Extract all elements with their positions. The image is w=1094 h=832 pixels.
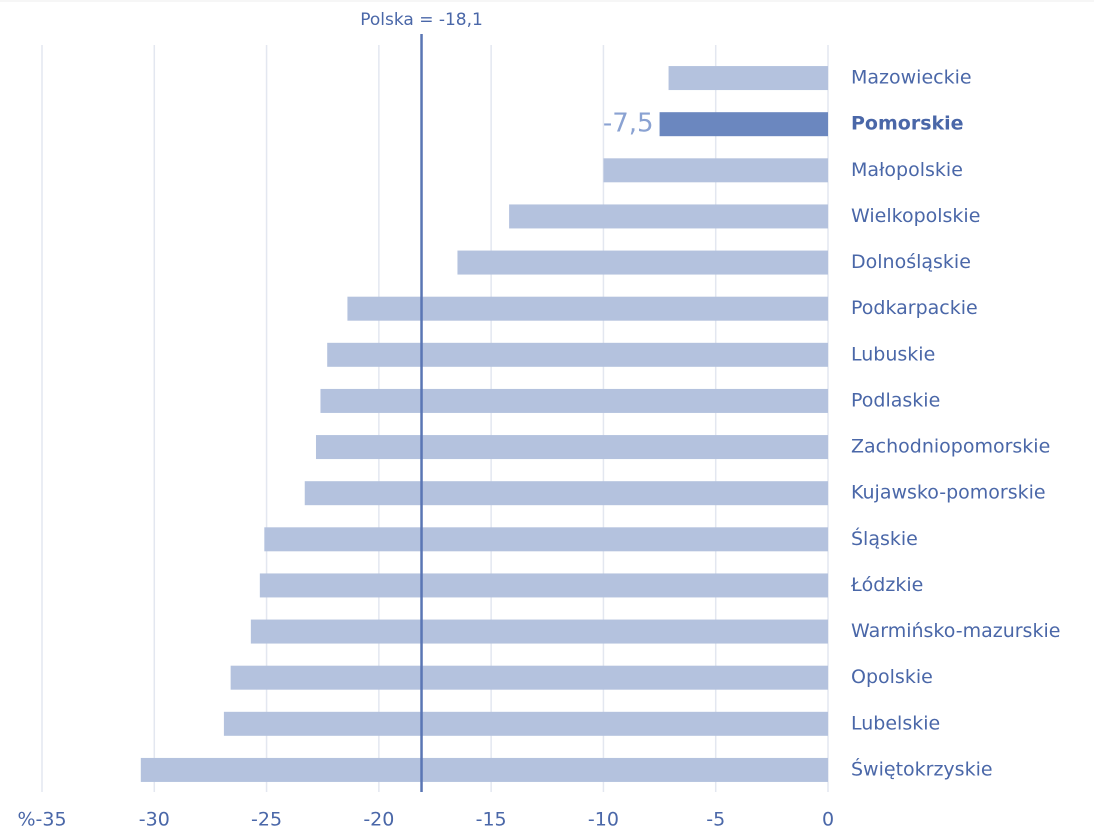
category-label: Podkarpackie	[851, 297, 978, 319]
reference-label: Polska = -18,1	[360, 10, 483, 30]
bar	[509, 204, 828, 229]
category-label: Zachodniopomorskie	[851, 436, 1050, 458]
category-label: Lubelskie	[851, 712, 940, 734]
category-label: Świętokrzyskie	[851, 756, 993, 780]
bar	[230, 665, 828, 690]
value-label: -7,5	[603, 109, 654, 139]
bar	[250, 619, 828, 644]
bar	[223, 711, 829, 736]
x-tick-label: -20	[363, 809, 394, 831]
category-label: Opolskie	[851, 666, 933, 688]
bar	[304, 481, 829, 506]
bar	[603, 158, 828, 183]
category-label: Śląskie	[851, 526, 918, 550]
bar	[264, 527, 829, 552]
category-label: Wielkopolskie	[851, 205, 980, 227]
x-tick-label: -30	[139, 809, 170, 831]
category-label: Lubuskie	[851, 343, 935, 365]
bar	[320, 388, 828, 413]
bar	[668, 66, 828, 91]
category-label: Małopolskie	[851, 159, 963, 181]
category-label: Pomorskie	[851, 113, 964, 135]
x-tick-label: %-35	[17, 809, 66, 831]
x-tick-label: -10	[588, 809, 619, 831]
bar	[659, 112, 828, 137]
bar	[347, 296, 828, 321]
x-tick-label: -5	[706, 809, 725, 831]
bar	[259, 573, 828, 598]
x-tick-label: -15	[476, 809, 507, 831]
category-label: Kujawsko-pomorskie	[851, 482, 1046, 504]
x-tick-label: 0	[822, 809, 834, 831]
bar	[140, 757, 829, 782]
x-tick-label: -25	[251, 809, 282, 831]
bar	[327, 342, 828, 367]
category-label: Mazowieckie	[851, 67, 972, 89]
category-label: Podlaskie	[851, 389, 940, 411]
category-label: Łódzkie	[850, 574, 923, 596]
bar	[457, 250, 828, 275]
category-label: Dolnośląskie	[851, 251, 971, 273]
bar	[315, 435, 828, 460]
category-label: Warmińsko-mazurskie	[851, 620, 1060, 642]
